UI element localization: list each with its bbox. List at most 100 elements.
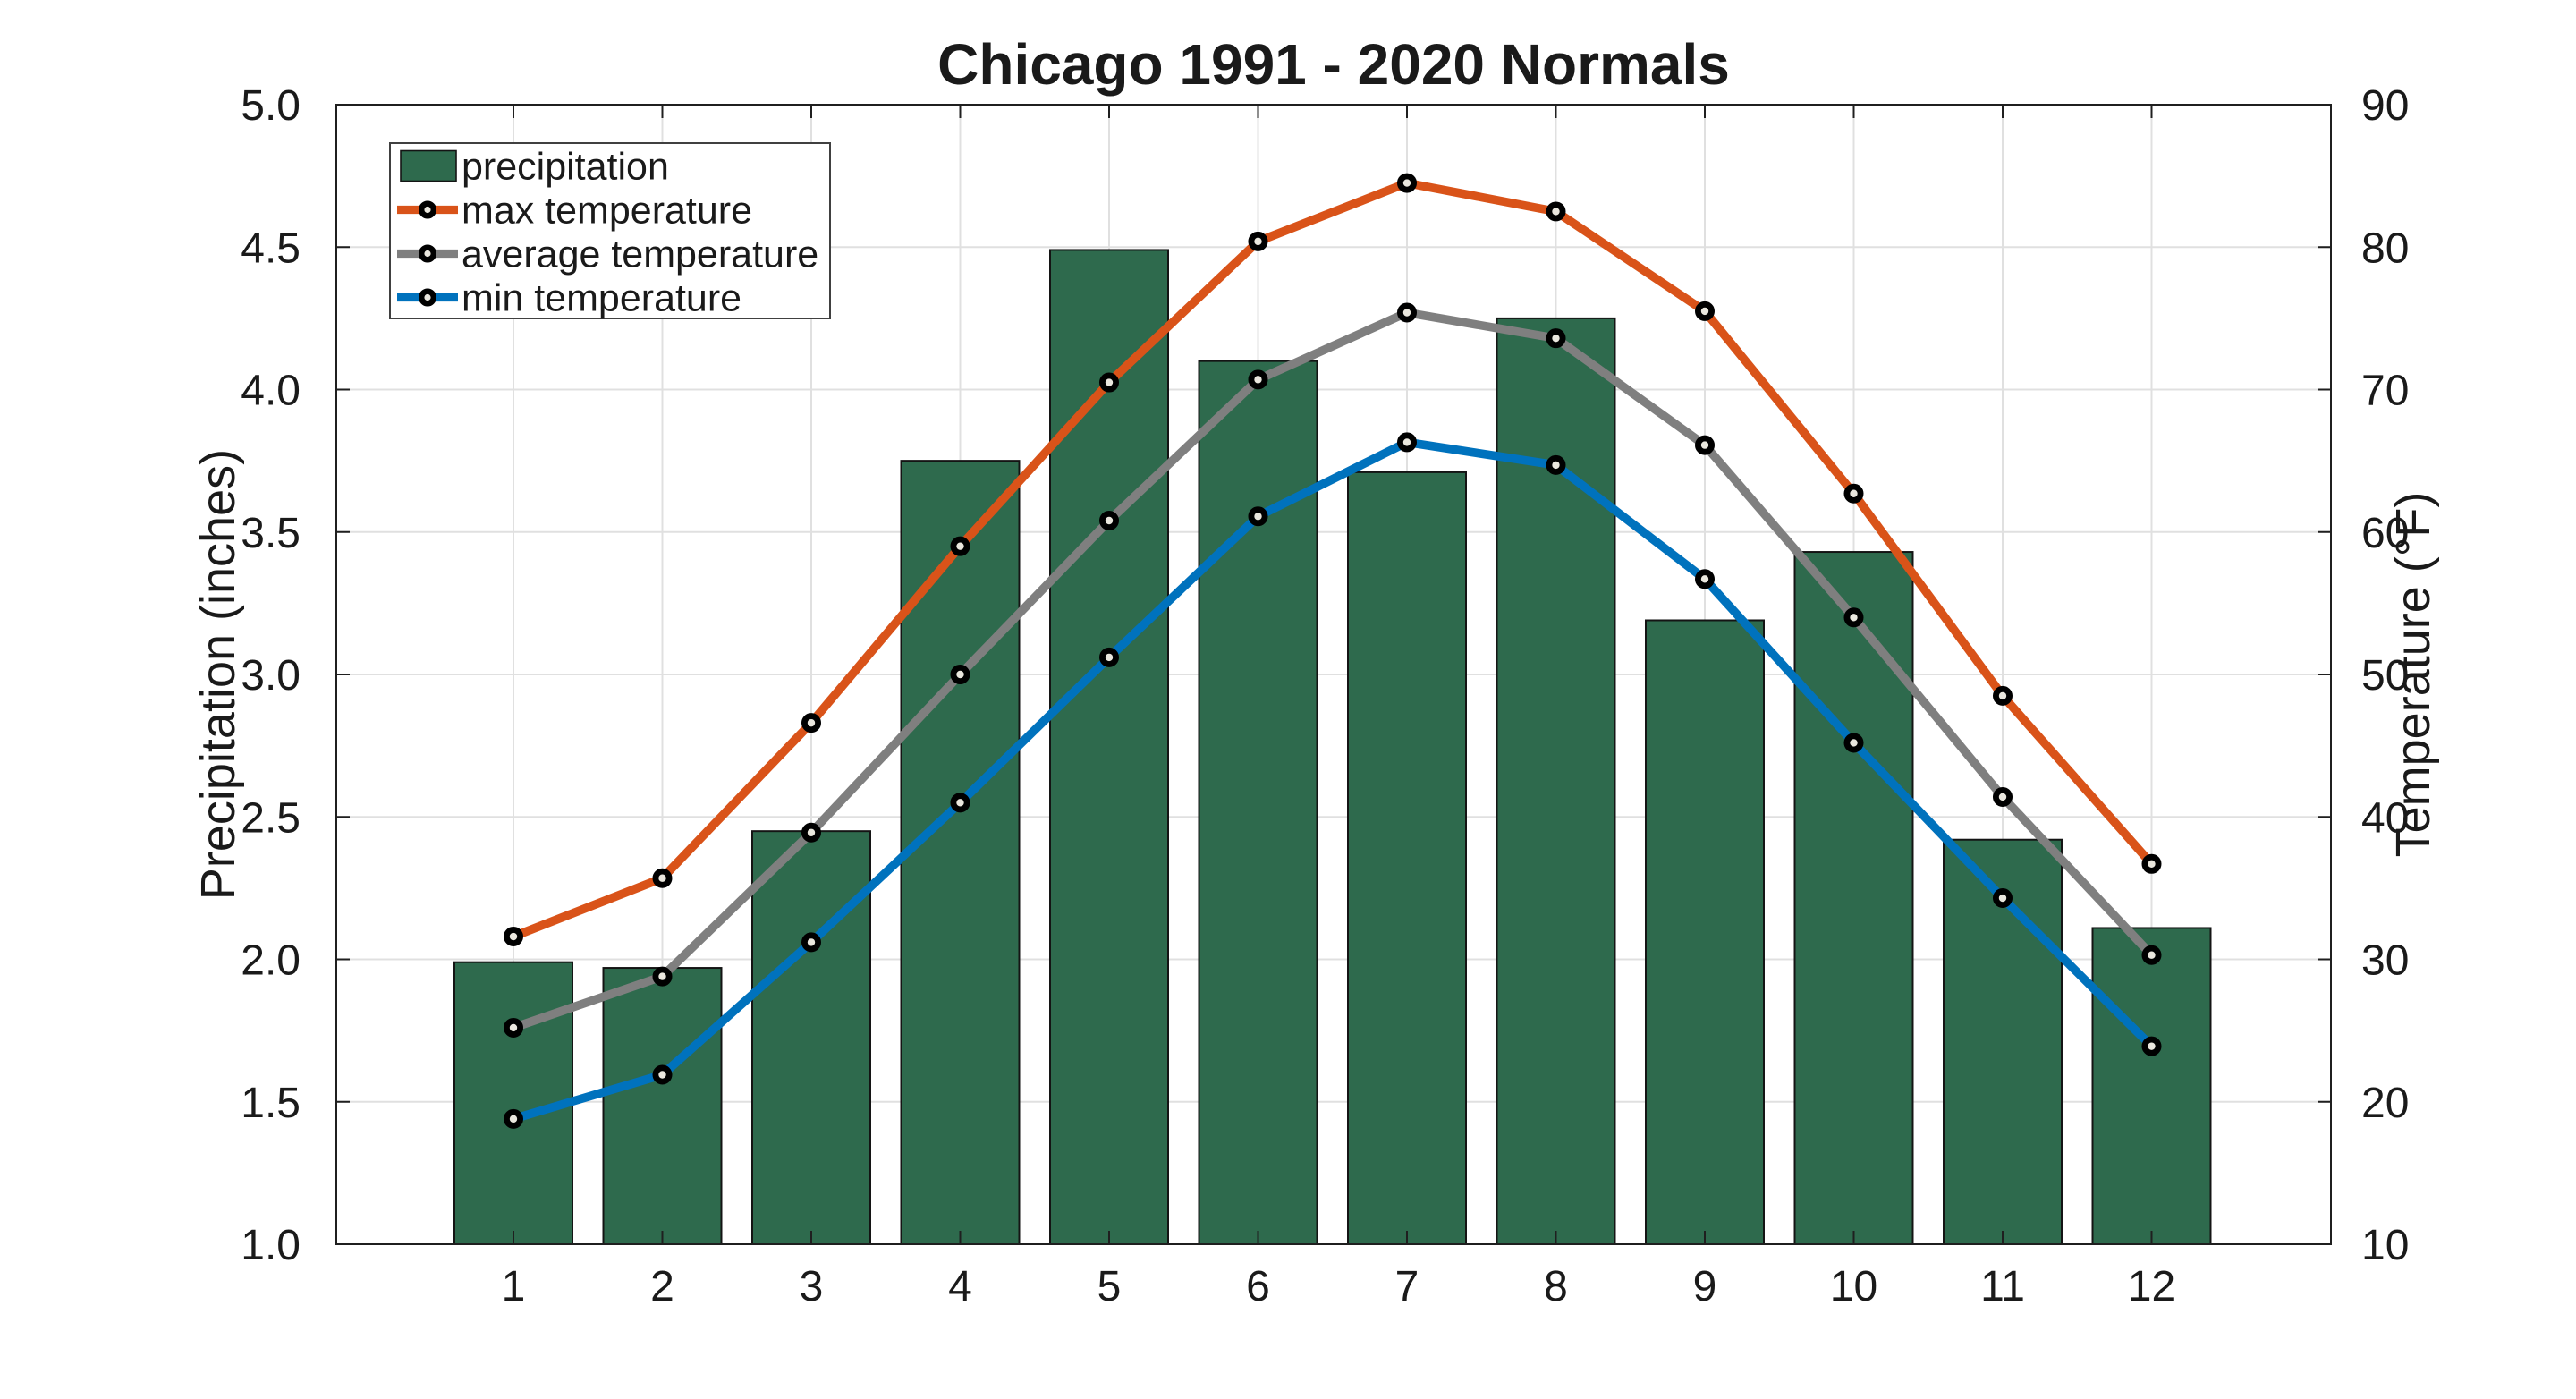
x-tick-label: 1	[502, 1263, 526, 1310]
legend-label: min temperature	[462, 277, 741, 320]
average-temperature-marker-month-6	[1248, 369, 1268, 390]
x-tick-labels: 1 2 3 4 5 6 7 8 9 10 11 12	[502, 1263, 2176, 1310]
min-temperature-marker-month-12	[2141, 1036, 2162, 1056]
max-temperature-line	[512, 178, 2156, 941]
right-tick-labels: 10 20 30 40 50 60 70 80 90	[2361, 82, 2409, 1269]
x-tick-label: 9	[1693, 1263, 1717, 1310]
average-temperature-marker-month-2	[652, 966, 673, 987]
x-tick-label: 8	[1544, 1263, 1568, 1310]
min-temperature-marker-month-11	[1992, 888, 2012, 909]
bar-month-2	[602, 967, 723, 1246]
legend-marker	[419, 244, 437, 263]
max-temperature-marker-month-7	[1397, 173, 1418, 193]
legend-item-average-temperature: average temperature	[397, 233, 818, 276]
x-tick-label: 3	[800, 1263, 824, 1310]
max-temperature-marker-month-10	[1843, 483, 1864, 504]
max-temperature-marker-month-1	[504, 927, 524, 947]
min-temperature-marker-month-8	[1546, 454, 1566, 475]
x-tick-label: 11	[1980, 1263, 2025, 1310]
legend-label: average temperature	[462, 233, 818, 276]
average-temperature-marker-month-1	[504, 1017, 524, 1038]
bar-month-4	[900, 460, 1021, 1245]
legend-item-precipitation: precipitation	[400, 146, 669, 189]
left-tick-label: 3.0	[241, 652, 301, 700]
left-tick-label: 2.0	[241, 937, 301, 985]
min-temperature-marker-month-10	[1843, 733, 1864, 753]
min-temperature-marker-month-3	[801, 932, 822, 953]
bar-month-3	[751, 830, 871, 1245]
average-temperature-marker-month-11	[1992, 786, 2012, 807]
max-temperature-marker-month-9	[1695, 301, 1716, 321]
x-tick-label: 12	[2128, 1263, 2175, 1310]
right-tick-label: 60	[2361, 510, 2409, 557]
min-temperature-marker-month-1	[504, 1108, 524, 1129]
x-tick-label: 10	[1830, 1263, 1877, 1310]
bar-month-5	[1049, 249, 1169, 1245]
legend-label: precipitation	[462, 146, 669, 189]
right-tick-label: 10	[2361, 1222, 2409, 1269]
x-tick-label: 2	[650, 1263, 674, 1310]
max-temperature-marker-month-12	[2141, 853, 2162, 874]
left-axis-label: Precipitation (inches)	[191, 449, 245, 900]
max-temperature-marker-month-5	[1099, 372, 1120, 393]
bar-month-10	[1793, 551, 1914, 1245]
right-tick-label: 80	[2361, 225, 2409, 272]
right-tick-label: 70	[2361, 368, 2409, 415]
min-temperature-marker-month-2	[652, 1064, 673, 1085]
left-tick-label: 2.5	[241, 794, 301, 842]
legend-marker	[419, 200, 437, 219]
left-tick-label: 4.5	[241, 225, 301, 272]
max-temperature-marker-month-2	[652, 868, 673, 888]
left-tick-label: 1.0	[241, 1222, 301, 1269]
bar-month-9	[1645, 619, 1765, 1245]
legend-marker	[419, 288, 437, 307]
x-tick-label: 6	[1246, 1263, 1270, 1310]
right-tick-label: 30	[2361, 937, 2409, 985]
bar-month-12	[2091, 927, 2212, 1245]
left-tick-label: 3.5	[241, 510, 301, 557]
average-temperature-marker-month-10	[1843, 607, 1864, 628]
bar-month-7	[1347, 471, 1467, 1245]
min-temperature-marker-month-9	[1695, 569, 1716, 589]
max-temperature-marker-month-6	[1248, 231, 1268, 251]
min-temperature-marker-month-6	[1248, 506, 1268, 527]
average-temperature-marker-month-12	[2141, 945, 2162, 965]
x-tick-label: 5	[1097, 1263, 1122, 1310]
average-temperature-marker-month-5	[1099, 511, 1120, 531]
min-temperature-marker-month-4	[950, 793, 970, 813]
average-temperature-marker-month-4	[950, 665, 970, 685]
legend-bar-swatch	[400, 149, 457, 182]
average-temperature-marker-month-8	[1546, 328, 1566, 349]
x-tick-label: 7	[1395, 1263, 1419, 1310]
temperature-lines	[504, 173, 2162, 1129]
min-temperature-marker-month-5	[1099, 647, 1120, 667]
precipitation-bars	[453, 249, 2212, 1246]
max-temperature-marker-month-3	[801, 713, 822, 733]
x-tick-label: 4	[948, 1263, 972, 1310]
min-temperature-line	[512, 437, 2155, 1123]
average-temperature-marker-month-9	[1695, 435, 1716, 455]
chart-title: Chicago 1991 - 2020 Normals	[937, 32, 1730, 97]
min-temperature-marker-month-7	[1397, 432, 1418, 453]
right-axis-label: Temperature (°F)	[2386, 492, 2440, 858]
left-tick-label: 4.0	[241, 368, 301, 415]
average-temperature-line	[512, 308, 2155, 1032]
legend-item-min-temperature: min temperature	[397, 277, 741, 320]
max-temperature-marker-month-4	[950, 536, 970, 556]
max-temperature-marker-month-11	[1992, 685, 2012, 706]
right-tick-label: 90	[2361, 82, 2409, 130]
axis-ticks	[336, 104, 2331, 1245]
right-tick-label: 20	[2361, 1080, 2409, 1127]
right-tick-label: 40	[2361, 794, 2409, 842]
right-tick-label: 50	[2361, 652, 2409, 700]
legend-item-max-temperature: max temperature	[397, 190, 752, 233]
average-temperature-marker-month-7	[1397, 302, 1418, 323]
legend-box	[389, 142, 831, 319]
average-temperature-marker-month-3	[801, 822, 822, 843]
left-tick-labels: 1.0 1.5 2.0 2.5 3.0 3.5 4.0 4.5 5.0	[241, 82, 301, 1269]
legend-label: max temperature	[462, 190, 752, 233]
left-tick-label: 1.5	[241, 1080, 301, 1127]
